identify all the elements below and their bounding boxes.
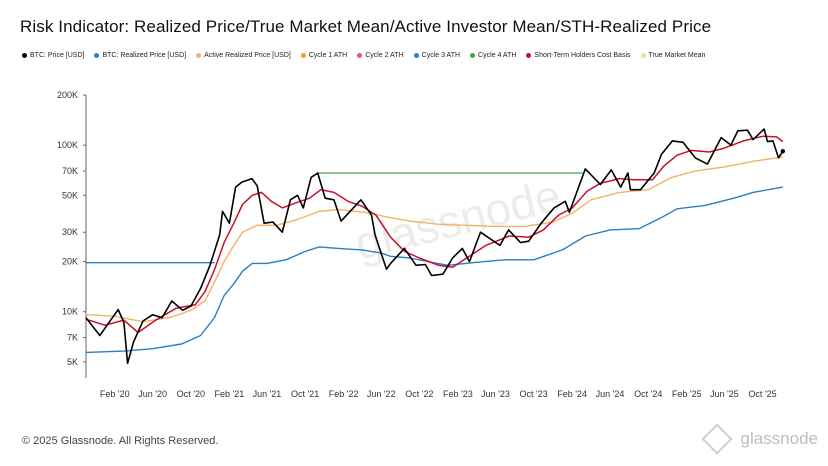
legend-label: Cycle 3 ATH (421, 52, 461, 59)
legend-swatch (22, 53, 27, 58)
x-tick-label: Oct '24 (634, 389, 662, 399)
page-title: Risk Indicator: Realized Price/True Mark… (20, 17, 712, 36)
series-line-active-realized-price-usd (85, 156, 784, 323)
last-price-point (780, 148, 786, 154)
y-tick-label: 5K (67, 357, 78, 367)
x-tick-label: Oct '25 (748, 389, 776, 399)
legend-item[interactable]: Cycle 2 ATH (357, 52, 404, 59)
y-tick-label: 10K (62, 307, 78, 317)
y-tick-label: 7K (67, 333, 78, 343)
legend-item[interactable]: Cycle 4 ATH (470, 52, 516, 59)
y-tick-label: 100K (57, 140, 78, 150)
legend-item[interactable]: Active Realized Price [USD] (196, 52, 291, 59)
chart-legend: BTC: Price [USD] BTC: Realized Price [USD… (22, 52, 705, 59)
x-tick-label: Jun '21 (253, 389, 282, 399)
legend-label: Cycle 1 ATH (308, 52, 348, 59)
legend-label: Short-Term Holders Cost Basis (534, 52, 631, 59)
y-tick-label: 200K (57, 90, 78, 100)
legend-swatch (300, 53, 306, 58)
watermark-text: glassnode (740, 429, 818, 448)
series-line-btc-realized-price-usd (85, 186, 784, 354)
legend-label: Cycle 2 ATH (365, 52, 404, 59)
x-tick-label: Feb '25 (672, 389, 702, 399)
x-tick-label: Jun '25 (710, 389, 739, 399)
legend-swatch (94, 53, 100, 58)
x-tick-label: Feb '22 (329, 389, 359, 399)
x-tick-label: Oct '20 (177, 389, 205, 399)
x-tick-label: Jun '20 (138, 389, 167, 399)
x-tick-label: Jun '22 (367, 389, 396, 399)
x-tick-label: Oct '22 (405, 389, 433, 399)
legend-label: True Market Mean (648, 52, 706, 59)
glassnode-logo-icon (701, 423, 734, 455)
x-tick-label: Oct '23 (520, 389, 548, 399)
legend-swatch (526, 53, 532, 58)
x-tick-label: Oct '21 (291, 389, 319, 399)
watermark: glassnode (701, 423, 818, 455)
legend-label: Cycle 4 ATH (478, 52, 517, 59)
y-tick-label: 20K (62, 257, 78, 267)
legend-swatch (196, 53, 202, 58)
legend-label: BTC: Realized Price [USD] (102, 52, 187, 59)
copyright-text: © 2025 Glassnode. All Rights Reserved. (22, 435, 219, 447)
legend-item[interactable]: Short-Term Holders Cost Basis (526, 52, 631, 59)
legend-label: BTC: Price [USD] (30, 52, 85, 59)
legend-swatch (640, 53, 646, 58)
x-tick-label: Feb '23 (443, 389, 473, 399)
legend-item[interactable]: Cycle 1 ATH (300, 52, 348, 59)
series-line-btc-price-usd (85, 128, 784, 365)
x-tick-label: Jun '24 (596, 389, 625, 399)
legend-item[interactable]: BTC: Realized Price [USD] (94, 52, 186, 59)
x-tick-label: Feb '24 (557, 389, 587, 399)
legend-swatch (470, 53, 476, 58)
legend-label: Active Realized Price [USD] (204, 52, 291, 59)
legend-item[interactable]: True Market Mean (640, 52, 706, 59)
x-tick-label: Feb '21 (215, 389, 245, 399)
legend-item[interactable]: Cycle 3 ATH (413, 52, 461, 59)
legend-swatch (413, 53, 419, 58)
legend-item[interactable]: BTC: Price [USD] (22, 52, 84, 59)
series-line-short-term-holders-cost-basis (85, 135, 784, 334)
x-tick-label: Feb '20 (100, 389, 130, 399)
legend-swatch (357, 53, 363, 58)
y-tick-label: 70K (62, 166, 78, 176)
y-tick-label: 30K (62, 227, 78, 237)
y-tick-label: 50K (62, 190, 78, 200)
x-tick-label: Jun '23 (481, 389, 510, 399)
